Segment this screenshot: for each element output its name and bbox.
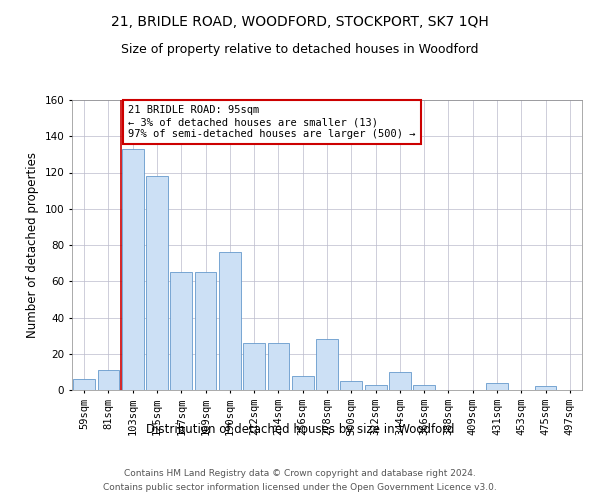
Text: Contains HM Land Registry data © Crown copyright and database right 2024.: Contains HM Land Registry data © Crown c… bbox=[124, 468, 476, 477]
Y-axis label: Number of detached properties: Number of detached properties bbox=[26, 152, 39, 338]
Bar bbox=[243, 343, 265, 390]
Bar bbox=[535, 386, 556, 390]
Bar bbox=[170, 272, 192, 390]
Bar bbox=[73, 379, 95, 390]
Bar bbox=[316, 339, 338, 390]
Bar bbox=[389, 372, 411, 390]
Text: 21 BRIDLE ROAD: 95sqm
← 3% of detached houses are smaller (13)
97% of semi-detac: 21 BRIDLE ROAD: 95sqm ← 3% of detached h… bbox=[128, 106, 415, 138]
Text: 21, BRIDLE ROAD, WOODFORD, STOCKPORT, SK7 1QH: 21, BRIDLE ROAD, WOODFORD, STOCKPORT, SK… bbox=[111, 15, 489, 29]
Text: Contains public sector information licensed under the Open Government Licence v3: Contains public sector information licen… bbox=[103, 484, 497, 492]
Bar bbox=[219, 252, 241, 390]
Bar bbox=[97, 370, 119, 390]
Bar bbox=[146, 176, 168, 390]
Bar bbox=[292, 376, 314, 390]
Text: Distribution of detached houses by size in Woodford: Distribution of detached houses by size … bbox=[146, 422, 454, 436]
Bar bbox=[486, 383, 508, 390]
Bar bbox=[413, 384, 435, 390]
Bar bbox=[340, 381, 362, 390]
Bar bbox=[122, 149, 143, 390]
Bar bbox=[365, 384, 386, 390]
Bar bbox=[194, 272, 217, 390]
Text: Size of property relative to detached houses in Woodford: Size of property relative to detached ho… bbox=[121, 42, 479, 56]
Bar bbox=[268, 343, 289, 390]
